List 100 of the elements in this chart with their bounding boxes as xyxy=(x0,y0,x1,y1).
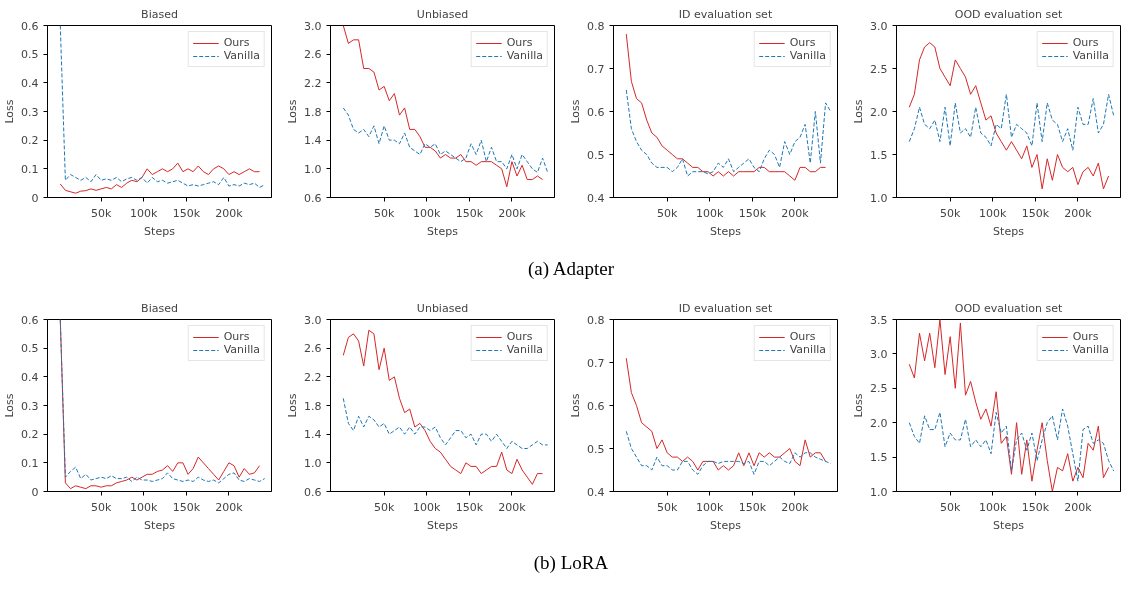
y-tick-label: 1.4 xyxy=(304,134,322,148)
y-tick-label: 0.5 xyxy=(587,442,605,456)
x-tick-label: 100k xyxy=(979,500,1008,514)
line-series xyxy=(342,25,544,188)
legend-label: Vanilla xyxy=(789,49,826,62)
x-tick-label: 150k xyxy=(455,500,484,514)
x-tick-label: 50k xyxy=(939,206,961,220)
chart-title: Biased xyxy=(141,7,178,21)
y-tick-label: 2.0 xyxy=(870,105,888,119)
y-tick-label: 1.8 xyxy=(304,105,322,119)
y-tick-label: 0.2 xyxy=(21,428,39,442)
y-tick-label: 1.5 xyxy=(870,451,888,465)
legend-label: Ours xyxy=(506,330,533,343)
y-tick-label: 1.5 xyxy=(870,148,888,162)
x-tick-label: 200k xyxy=(498,206,527,220)
y-tick-label: 0.7 xyxy=(587,356,605,370)
y-tick-label: 2.5 xyxy=(870,62,888,76)
y-tick-label: 0.1 xyxy=(21,162,39,176)
y-tick-label: 2.2 xyxy=(304,370,322,384)
y-tick-label: 0.6 xyxy=(21,313,39,327)
x-axis-title: Steps xyxy=(144,224,176,238)
chart-title: ID evaluation set xyxy=(678,301,773,315)
chart-title: OOD evaluation set xyxy=(954,7,1063,21)
y-tick-label: 0 xyxy=(31,485,39,499)
x-tick-label: 200k xyxy=(1064,206,1093,220)
y-axis-title: Loss xyxy=(286,99,300,124)
x-tick-label: 100k xyxy=(413,206,442,220)
x-axis-title: Steps xyxy=(144,518,176,532)
y-tick-label: 0.4 xyxy=(21,76,39,90)
y-tick-label: 3.5 xyxy=(870,313,888,327)
x-tick-label: 150k xyxy=(738,206,767,220)
x-axis-title: Steps xyxy=(993,518,1025,532)
x-axis-title: Steps xyxy=(427,224,459,238)
line-series xyxy=(342,329,544,485)
legend-label: Vanilla xyxy=(789,343,826,356)
y-tick-label: 1.4 xyxy=(304,428,322,442)
x-axis-title: Steps xyxy=(993,224,1025,238)
y-tick-label: 2.6 xyxy=(304,342,322,356)
x-tick-label: 200k xyxy=(781,206,810,220)
y-tick-label: 3.0 xyxy=(304,19,322,33)
line-series xyxy=(625,89,832,177)
y-tick-label: 3.0 xyxy=(304,313,322,327)
legend-label: Ours xyxy=(789,330,816,343)
legend-label: Vanilla xyxy=(506,49,543,62)
x-tick-label: 200k xyxy=(215,500,244,514)
legend-label: Ours xyxy=(1072,36,1099,49)
x-tick-label: 150k xyxy=(172,206,201,220)
x-tick-label: 50k xyxy=(656,500,678,514)
chart-title: OOD evaluation set xyxy=(954,301,1063,315)
legend-label: Vanilla xyxy=(1072,343,1109,356)
y-tick-label: 0.6 xyxy=(587,105,605,119)
y-axis-title: Loss xyxy=(286,393,300,418)
y-tick-label: 0.4 xyxy=(587,191,605,205)
legend-label: Ours xyxy=(789,36,816,49)
y-tick-label: 0.4 xyxy=(587,485,605,499)
line-series xyxy=(625,357,827,471)
legend-label: Ours xyxy=(223,330,250,343)
y-tick-label: 0.5 xyxy=(21,342,39,356)
y-tick-label: 0.6 xyxy=(21,19,39,33)
chart-title: Unbiased xyxy=(416,7,469,21)
y-axis-title: Loss xyxy=(569,99,583,124)
x-tick-label: 200k xyxy=(498,500,527,514)
x-tick-label: 150k xyxy=(1021,206,1050,220)
x-tick-label: 150k xyxy=(172,500,201,514)
y-tick-label: 0.5 xyxy=(587,148,605,162)
x-tick-label: 50k xyxy=(373,500,395,514)
chart-title: Biased xyxy=(141,301,178,315)
y-tick-label: 0.7 xyxy=(587,62,605,76)
x-tick-label: 100k xyxy=(413,500,442,514)
y-tick-label: 1.8 xyxy=(304,399,322,413)
y-tick-label: 0.1 xyxy=(21,456,39,470)
y-axis-title: Loss xyxy=(3,393,17,418)
y-tick-label: 0.6 xyxy=(304,485,322,499)
y-axis-title: Loss xyxy=(852,99,866,124)
line-series xyxy=(908,319,1110,492)
y-tick-label: 0.3 xyxy=(21,399,39,413)
x-tick-label: 50k xyxy=(939,500,961,514)
legend-label: Vanilla xyxy=(506,343,543,356)
y-tick-label: 0.4 xyxy=(21,370,39,384)
y-tick-label: 0.5 xyxy=(21,48,39,62)
line-series xyxy=(908,408,1115,482)
text: (b) LoRA xyxy=(533,551,609,575)
legend-label: Vanilla xyxy=(1072,49,1109,62)
line-series xyxy=(342,397,549,449)
x-tick-label: 150k xyxy=(738,500,767,514)
legend-label: Ours xyxy=(223,36,250,49)
x-tick-label: 100k xyxy=(130,500,159,514)
y-tick-label: 3.0 xyxy=(870,19,888,33)
line-series xyxy=(59,25,266,188)
x-tick-label: 200k xyxy=(215,206,244,220)
y-tick-label: 0 xyxy=(31,191,39,205)
chart-title: ID evaluation set xyxy=(678,7,773,21)
y-tick-label: 2.2 xyxy=(304,76,322,90)
x-axis-title: Steps xyxy=(710,224,742,238)
line-series xyxy=(625,33,827,181)
y-tick-label: 2.0 xyxy=(870,416,888,430)
y-tick-label: 0.2 xyxy=(21,134,39,148)
y-tick-label: 2.5 xyxy=(870,382,888,396)
y-tick-label: 0.3 xyxy=(21,105,39,119)
legend-label: Vanilla xyxy=(223,343,260,356)
